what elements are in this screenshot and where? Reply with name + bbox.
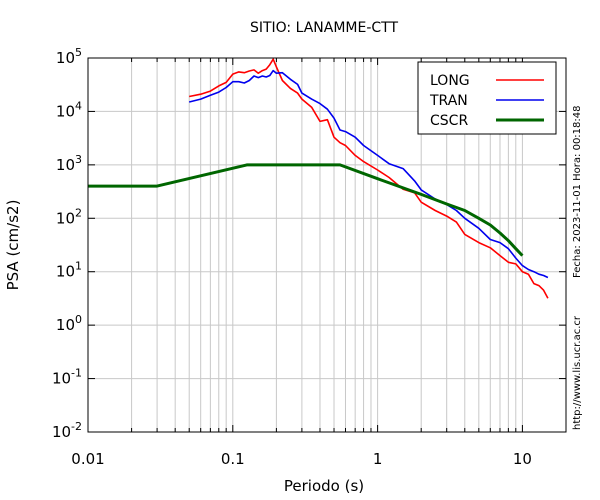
grid-lines — [87, 57, 567, 433]
series-layer — [88, 58, 549, 299]
legend-box — [417, 61, 557, 135]
y-axis-label: PSA (cm/s2) — [4, 200, 22, 291]
axis-ticks — [87, 57, 567, 433]
x-tick-label: 1 — [373, 450, 383, 468]
plot-frame — [87, 57, 567, 433]
legend: LONG TRAN CSCR — [417, 61, 557, 135]
legend-label-cscr: CSCR — [430, 113, 468, 129]
chart-title: SITIO: LANAMME-CTT — [250, 20, 399, 36]
y-tick-label: 104 — [56, 99, 82, 120]
series-line-tran — [189, 69, 549, 279]
y-tick-label: 101 — [56, 260, 82, 281]
y-tick-label: 100 — [56, 313, 82, 334]
x-axis-label: Periodo (s) — [284, 477, 364, 495]
url-label: http://www.lis.ucr.ac.cr — [572, 315, 583, 430]
x-tick-label: 10 — [513, 450, 532, 468]
legend-label-tran: TRAN — [429, 93, 468, 109]
series-line-cscr — [88, 163, 524, 257]
y-tick-label: 105 — [56, 46, 82, 67]
y-tick-label: 10-2 — [52, 420, 82, 441]
axis-tick-labels: 0.01 0.1 1 10 10-2 10-1 100 101 102 103 104 105 — [52, 46, 532, 468]
y-tick-label: 10-1 — [52, 367, 82, 388]
x-tick-label: 0.01 — [71, 450, 104, 468]
series-line-long — [189, 58, 549, 299]
x-tick-label: 0.1 — [221, 450, 245, 468]
y-tick-label: 103 — [56, 153, 82, 174]
y-tick-label: 102 — [56, 206, 82, 227]
legend-label-long: LONG — [430, 73, 470, 89]
date-label: Fecha: 2023-11-01 Hora: 00:18:48 — [572, 106, 583, 279]
